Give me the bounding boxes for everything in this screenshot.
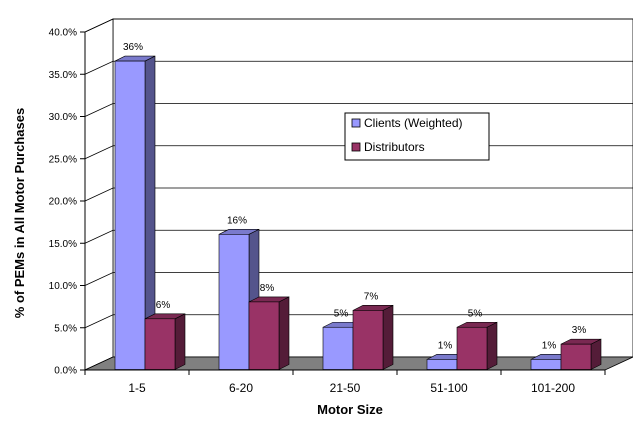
x-tick-label: 101-200 bbox=[531, 381, 575, 395]
gridline bbox=[84, 272, 633, 286]
legend-swatch-clients bbox=[351, 118, 361, 128]
bar-front bbox=[218, 234, 250, 370]
x-tick-label: 1-5 bbox=[128, 381, 146, 395]
data-label: 6% bbox=[156, 300, 171, 311]
bar bbox=[114, 55, 156, 370]
bar-side bbox=[174, 313, 186, 370]
bars bbox=[114, 55, 602, 370]
x-tick-label: 21-50 bbox=[330, 381, 361, 395]
y-tick-label: 25.0% bbox=[49, 154, 77, 165]
bar bbox=[560, 338, 602, 370]
legend-label-distributors: Distributors bbox=[364, 140, 425, 154]
y-tick-label: 0.0% bbox=[54, 366, 77, 377]
y-tick-label: 15.0% bbox=[49, 239, 77, 250]
x-tick-label: 51-100 bbox=[430, 381, 468, 395]
data-label: 3% bbox=[572, 325, 587, 336]
bar-front bbox=[352, 310, 384, 370]
data-label: 16% bbox=[227, 215, 247, 226]
y-tick-label: 30.0% bbox=[49, 112, 77, 123]
bar bbox=[352, 304, 394, 370]
bar-side bbox=[382, 304, 394, 370]
data-label: 5% bbox=[468, 308, 483, 319]
legend-box bbox=[344, 112, 490, 161]
gridline bbox=[84, 314, 633, 329]
bar-front bbox=[144, 318, 176, 370]
bar-side bbox=[486, 321, 498, 370]
y-tick-label: 5.0% bbox=[54, 323, 77, 334]
x-axis-title: Motor Size bbox=[317, 402, 383, 417]
bar-front bbox=[248, 301, 280, 370]
y-axis-title: % of PEMs in All Motor Purchases bbox=[12, 108, 27, 318]
y-tick-label: 35.0% bbox=[49, 70, 77, 81]
x-axis: 1-5 6-20 21-50 51-100 101-200 bbox=[84, 369, 606, 395]
data-label: 7% bbox=[364, 291, 379, 302]
bar-front bbox=[322, 326, 354, 370]
bar-side bbox=[278, 296, 290, 370]
bar-front bbox=[456, 326, 488, 370]
data-label: 36% bbox=[123, 42, 143, 53]
gridline bbox=[84, 229, 633, 244]
data-labels: 36% 6% 16% 8% 5% 7% 1% 5% 1% 3% bbox=[123, 42, 586, 351]
legend-label-clients: Clients (Weighted) bbox=[364, 116, 462, 130]
gridline bbox=[84, 60, 633, 75]
x-tick-label: 6-20 bbox=[229, 381, 253, 395]
gridline bbox=[84, 103, 633, 117]
gridline bbox=[84, 18, 633, 33]
y-tick-label: 20.0% bbox=[49, 197, 77, 208]
data-label: 1% bbox=[542, 340, 557, 351]
bar-front bbox=[530, 359, 562, 370]
y-tick-label: 10.0% bbox=[49, 281, 77, 292]
bar bbox=[248, 296, 290, 370]
bar-front bbox=[560, 343, 592, 370]
data-label: 8% bbox=[260, 283, 275, 294]
y-axis: 0.0% 5.0% 10.0% 15.0% 20.0% 25.0% 30.0% 35.0% 40… bbox=[49, 28, 86, 377]
legend-swatch-distributors bbox=[351, 142, 361, 152]
bar bbox=[456, 321, 498, 370]
bar-front bbox=[426, 359, 458, 370]
y-tick-label: 40.0% bbox=[49, 28, 77, 39]
gridline bbox=[84, 187, 633, 202]
bar bbox=[144, 313, 186, 370]
legend: Clients (Weighted) Distributors bbox=[344, 112, 490, 161]
bar-front bbox=[114, 60, 146, 370]
data-label: 1% bbox=[438, 340, 453, 351]
data-label: 5% bbox=[334, 308, 349, 319]
